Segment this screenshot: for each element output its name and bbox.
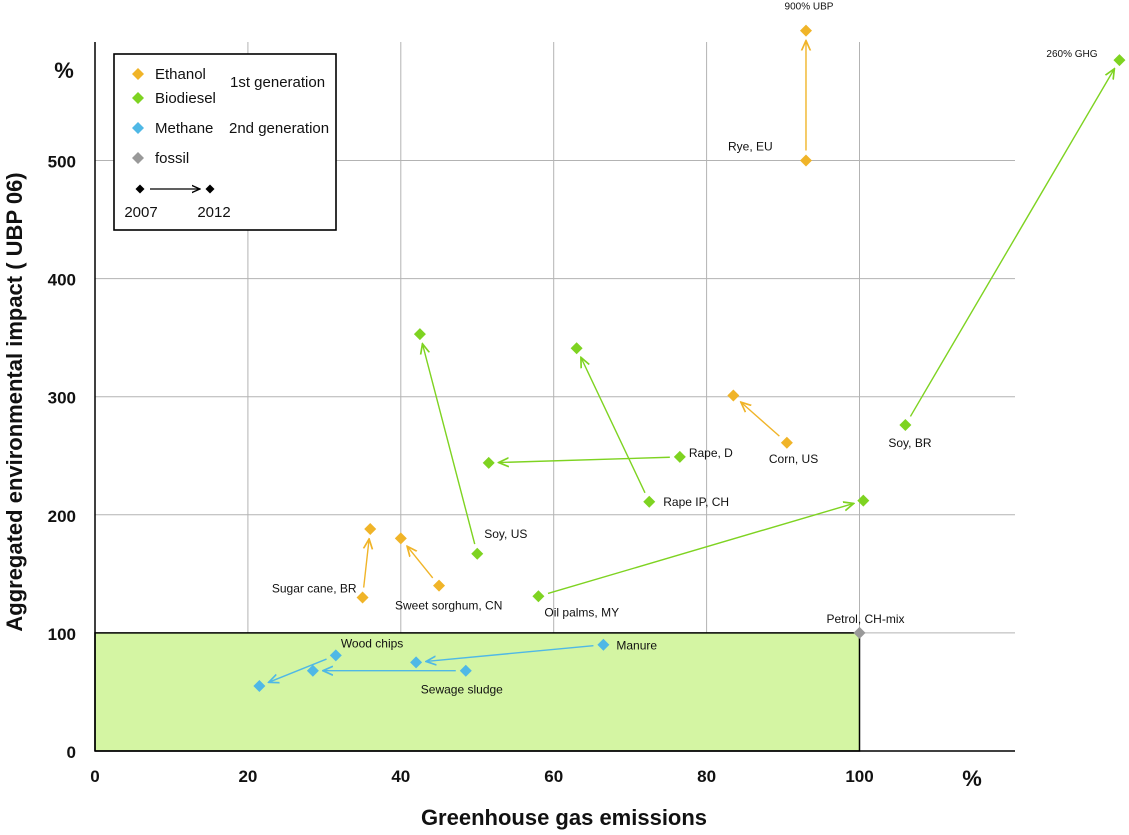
change-arrow [422,344,476,545]
data-point-2012 [413,328,426,341]
point-label: Sweet sorghum, CN [395,599,502,613]
legend-label: Ethanol [155,66,206,83]
legend-label: Biodiesel [155,90,216,107]
point-label: Rye, EU [728,140,773,154]
change-arrow [547,503,854,595]
data-point-2007 [643,495,656,508]
legend-group-label: 2nd generation [229,120,329,137]
y-tick-label: 0 [67,743,76,762]
change-arrow [741,402,780,437]
x-tick-label: 0 [90,767,99,786]
legend: Ethanol Biodiesel Methane fossil 1st generat… [113,53,337,231]
data-point-2007 [433,579,446,592]
data-point-2007 [532,590,545,603]
x-tick-label: 80 [697,767,716,786]
data-point-2012 [394,532,407,545]
x-tick-label: 20 [238,767,257,786]
data-point [853,626,866,639]
point-label: Corn, US [769,452,818,466]
data-point-2012 [1113,54,1126,67]
data-point-2012 [410,656,423,669]
change-arrow [407,546,434,579]
point-label: Sewage sludge [421,683,503,697]
point-label: Manure [616,639,657,653]
change-arrow [364,539,369,588]
y-tick-label: 100 [48,625,76,644]
legend-year-end: 2012 [197,204,230,221]
data-point-2012 [857,494,870,507]
point-annotation: 900% UBP [785,2,834,13]
data-point-2012 [727,389,740,402]
point-label: Rape IP, CH [663,495,729,509]
shaded-region [94,632,861,752]
x-tick-label: 100 [845,767,873,786]
y-tick-label: 200 [48,507,76,526]
data-point-2012 [364,522,377,535]
data-point-2007 [471,547,484,560]
point-annotation: 260% GHG [1046,49,1097,60]
data-point-2012 [799,24,812,37]
legend-box [113,53,337,231]
y-axis-unit: % [54,58,74,83]
legend-year-start: 2007 [124,204,157,221]
legend-label: fossil [155,150,189,167]
shaded-region-box [94,632,861,752]
change-arrow [581,357,646,494]
x-axis-unit: % [962,766,982,791]
data-point-2007 [899,419,912,432]
point-labels: Rye, EU 900% UBP Corn, US Sugar cane, BR Swe… [272,2,1098,697]
legend-arrow-end-marker [205,184,215,194]
data-points [253,24,1126,693]
data-point-2007 [356,591,369,604]
point-label: Wood chips [341,636,403,650]
data-point-2007 [799,154,812,167]
legend-marker [132,92,144,104]
axis-titles: Greenhouse gas emissions Aggregated envir… [2,58,982,830]
data-point-2012 [253,680,266,693]
data-point-2007 [459,664,472,677]
x-tick-label: 60 [544,767,563,786]
legend-label: Methane [155,120,213,137]
axes [94,42,1015,752]
change-arrow [426,644,594,662]
x-axis-title: Greenhouse gas emissions [421,805,707,830]
y-axis-title: Aggregated environmental impact ( UBP 06… [2,172,27,631]
change-arrows [269,41,1115,683]
data-point-2007 [673,450,686,463]
point-label: Soy, BR [888,436,931,450]
change-arrow [269,658,327,682]
data-point-2012 [306,664,319,677]
legend-marker [132,68,144,80]
legend-arrow-start-marker [135,184,145,194]
y-tick-label: 500 [48,153,76,172]
data-point-2007 [329,649,342,662]
data-point-2007 [597,638,610,651]
y-tick-label: 400 [48,271,76,290]
data-point-2012 [570,342,583,355]
x-tick-label: 40 [391,767,410,786]
legend-marker [132,152,144,164]
point-label: Sugar cane, BR [272,581,357,595]
tick-labels: 0 20 40 60 80 100 0 100 200 300 400 500 [48,153,874,787]
change-arrow [499,456,670,462]
point-label: Oil palms, MY [544,605,619,619]
y-tick-label: 300 [48,389,76,408]
legend-marker [132,122,144,134]
point-label: Rape, D [689,446,733,460]
legend-group-label: 1st generation [230,74,325,91]
point-label: Petrol, CH-mix [827,612,905,626]
change-arrow [909,69,1114,417]
data-point-2007 [780,436,793,449]
data-point-2012 [482,456,495,469]
point-label: Soy, US [484,527,527,541]
